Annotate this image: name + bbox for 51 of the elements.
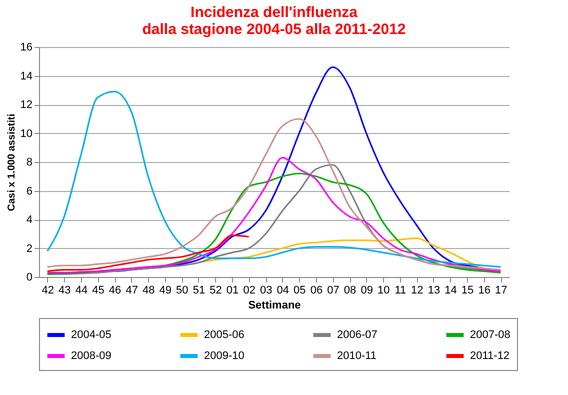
x-tick-label: 16	[478, 284, 490, 296]
x-tick-label: 13	[428, 284, 440, 296]
x-tick-label: 15	[461, 284, 474, 296]
legend-label: 2007-08	[470, 329, 510, 341]
x-axis-title: Settimane	[248, 300, 301, 312]
x-tick-label: 06	[310, 284, 323, 296]
x-tick-label: 02	[243, 284, 256, 296]
x-tick-label: 17	[494, 284, 508, 296]
x-tick-label: 43	[58, 284, 71, 296]
x-tick-label: 11	[394, 284, 406, 296]
x-tick-label: 51	[192, 284, 206, 296]
x-tick-label: 10	[377, 284, 390, 296]
x-tick-label: 12	[411, 284, 424, 296]
x-tick-label: 47	[126, 284, 138, 296]
x-tick-label: 52	[210, 284, 222, 296]
x-tick-label: 09	[360, 284, 373, 296]
y-tick-label: 8	[26, 156, 32, 168]
x-tick-label: 48	[142, 284, 155, 296]
x-tick-label: 44	[75, 284, 88, 296]
x-tick-label: 42	[42, 284, 54, 296]
legend-label: 2011-12	[470, 350, 510, 362]
chart-title: Incidenza dell'influenza dalla stagione 2004-05 alla 2011-2012	[142, 4, 406, 38]
x-tick-label: 07	[327, 284, 340, 296]
y-tick-label: 4	[26, 214, 32, 226]
x-tick-label: 03	[260, 284, 272, 296]
line-series	[46, 234, 250, 272]
x-tick-label: 04	[276, 284, 290, 296]
y-tick-label: 6	[26, 185, 32, 198]
line-series	[46, 118, 502, 271]
y-tick-label: 16	[20, 42, 32, 54]
legend-label: 2008-09	[71, 350, 112, 362]
y-tick-label: 10	[20, 128, 32, 140]
y-tick-label: 14	[20, 70, 32, 82]
x-tick-label: 14	[444, 284, 457, 296]
legend-label: 2004-05	[71, 329, 112, 341]
x-tick-label: 50	[176, 284, 188, 296]
legend-label: 2009-10	[204, 350, 244, 362]
y-tick-label: 0	[26, 272, 32, 284]
line-series	[46, 90, 502, 268]
legend-label: 2005-06	[204, 329, 244, 341]
y-axis-title: Casi x 1.000 assistiti	[6, 114, 18, 212]
x-tick-label: 45	[92, 284, 104, 296]
x-tick-label: 05	[294, 284, 306, 296]
legend-label: 2006-07	[337, 329, 378, 341]
x-tick-label: 08	[344, 284, 356, 296]
y-tick-label: 2	[26, 242, 32, 255]
legend-label: 2010-11	[337, 350, 377, 362]
y-tick-label: 12	[20, 99, 32, 111]
x-tick-label: 49	[159, 284, 172, 296]
x-tick-label: 01	[226, 284, 239, 296]
x-tick-label: 46	[108, 284, 122, 296]
